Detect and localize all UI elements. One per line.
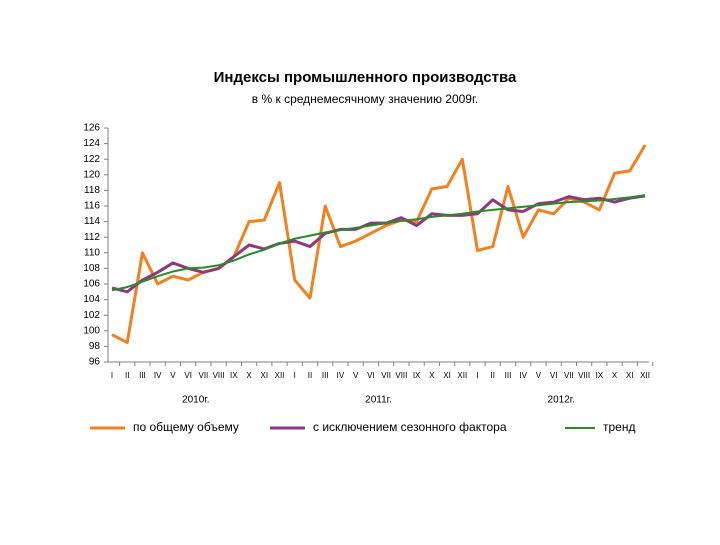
x-tick-label: I xyxy=(111,371,113,380)
x-tick-label: III xyxy=(322,371,329,380)
x-tick-label: III xyxy=(505,371,512,380)
x-tick-label: IV xyxy=(154,371,162,380)
y-tick-label: 102 xyxy=(83,310,100,321)
x-tick-label: II xyxy=(491,371,495,380)
x-tick-label: II xyxy=(308,371,312,380)
x-tick-label: VII xyxy=(198,371,208,380)
y-tick-label: 116 xyxy=(84,201,100,212)
year-label: 2012г. xyxy=(548,395,575,406)
x-tick-label: X xyxy=(612,371,618,380)
x-tick-label: VII xyxy=(381,371,391,380)
x-tick-label: X xyxy=(429,371,435,380)
x-tick-label: VII xyxy=(564,371,574,380)
x-tick-label: IV xyxy=(519,371,527,380)
y-tick-label: 124 xyxy=(83,138,100,149)
year-label: 2011г. xyxy=(365,395,392,406)
y-tick-label: 114 xyxy=(84,216,100,227)
chart-title: Индексы промышленного производства xyxy=(214,69,517,86)
x-tick-label: X xyxy=(246,371,252,380)
legend-label: по общему объему xyxy=(133,420,239,434)
series-line xyxy=(111,194,646,292)
x-tick-label: I xyxy=(476,371,478,380)
y-tick-label: 100 xyxy=(83,325,100,336)
x-tick-label: XI xyxy=(261,371,269,380)
x-tick-label: VI xyxy=(367,371,375,380)
x-tick-label: XI xyxy=(626,371,634,380)
x-tick-label: IX xyxy=(413,371,421,380)
y-tick-label: 96 xyxy=(89,357,101,368)
x-tick-label: III xyxy=(139,371,146,380)
x-tick-label: XI xyxy=(443,371,451,380)
year-label: 2010г. xyxy=(182,395,209,406)
y-tick-label: 106 xyxy=(83,279,100,290)
x-tick-label: XII xyxy=(275,371,285,380)
y-tick-label: 120 xyxy=(83,169,100,180)
x-tick-label: VI xyxy=(184,371,192,380)
y-tick-label: 98 xyxy=(89,341,101,352)
series-line xyxy=(111,194,646,294)
y-tick-label: 126 xyxy=(83,123,100,134)
x-tick-label: VIII xyxy=(578,371,590,380)
x-tick-label: VI xyxy=(550,371,558,380)
x-tick-label: IX xyxy=(230,371,238,380)
legend-label: тренд xyxy=(603,420,635,434)
x-tick-label: V xyxy=(536,371,542,380)
x-tick-label: VIII xyxy=(213,371,225,380)
x-tick-label: V xyxy=(353,371,359,380)
x-tick-label: I xyxy=(294,371,296,380)
x-tick-label: II xyxy=(125,371,129,380)
y-tick-label: 104 xyxy=(83,294,100,305)
chart-subtitle: в % к среднемесячному значению 2009г. xyxy=(252,92,478,106)
x-tick-label: XII xyxy=(640,371,650,380)
x-tick-label: V xyxy=(170,371,176,380)
series-line xyxy=(111,144,647,344)
y-tick-label: 108 xyxy=(83,263,100,274)
y-tick-label: 118 xyxy=(84,185,100,196)
y-tick-label: 112 xyxy=(84,232,100,243)
x-tick-label: IX xyxy=(596,371,604,380)
x-tick-label: IV xyxy=(337,371,345,380)
x-tick-label: XII xyxy=(457,371,467,380)
y-tick-label: 122 xyxy=(83,154,100,165)
y-tick-label: 110 xyxy=(84,247,100,258)
x-tick-label: VIII xyxy=(395,371,407,380)
legend-label: с исключением сезонного фактора xyxy=(313,420,507,434)
